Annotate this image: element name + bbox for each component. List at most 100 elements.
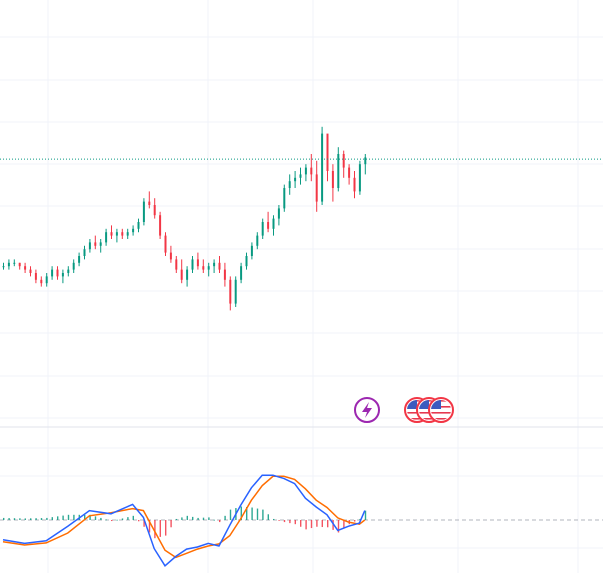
us-flag-icon[interactable]: [428, 397, 454, 423]
candle-body: [272, 218, 275, 229]
candle: [218, 256, 221, 273]
candle-body: [364, 157, 367, 165]
candle-body: [153, 205, 156, 216]
candle: [315, 160, 318, 212]
macd-histogram-bar: [57, 516, 59, 520]
candle-body: [218, 262, 221, 270]
macd-histogram-bar: [273, 518, 275, 520]
macd-histogram-bar: [208, 517, 210, 520]
candle-body: [24, 266, 27, 270]
candle: [94, 235, 97, 250]
macd-histogram-bar: [289, 520, 291, 524]
macd-histogram-bar: [256, 508, 259, 520]
macd-histogram-bar: [132, 515, 134, 520]
macd-histogram-bar: [13, 518, 16, 520]
candle-body: [288, 181, 291, 188]
candle: [272, 215, 275, 236]
macd-histogram-bar: [84, 514, 86, 520]
candle: [56, 266, 59, 280]
macd-histogram-bar: [246, 507, 248, 520]
candle: [196, 252, 199, 270]
candle-body: [105, 232, 108, 243]
candle-body: [191, 259, 194, 270]
candle: [72, 259, 75, 273]
macd-histogram-bar: [40, 518, 43, 520]
candle-body: [56, 269, 59, 277]
candle-body: [72, 262, 75, 270]
candle: [34, 269, 37, 284]
candle-body: [169, 252, 172, 260]
candle: [121, 228, 124, 239]
candle-body: [67, 269, 70, 273]
event-markers[interactable]: [354, 397, 454, 423]
macd-histogram-bar: [175, 518, 178, 520]
candle-body: [29, 269, 32, 273]
candle: [175, 256, 178, 273]
macd-pane[interactable]: [0, 474, 603, 567]
candle-body: [137, 222, 140, 229]
candle-body: [13, 262, 16, 264]
candle-body: [142, 201, 145, 222]
macd-histogram-bar: [316, 520, 318, 527]
macd-histogram-bar: [19, 518, 21, 520]
macd-histogram-bar: [224, 515, 226, 520]
candle-body: [2, 266, 5, 268]
macd-histogram-bar: [197, 517, 199, 520]
lightning-icon[interactable]: [354, 397, 380, 423]
candle: [159, 211, 162, 239]
candle-body: [40, 279, 43, 284]
macd-histogram-bar: [283, 520, 286, 523]
candle: [2, 262, 5, 270]
candle-body: [78, 256, 81, 263]
macd-histogram-bar: [294, 520, 296, 525]
macd-histogram-bar: [100, 517, 102, 520]
macd-histogram-bar: [35, 518, 37, 520]
macd-histogram-bar: [229, 509, 232, 520]
candle: [18, 262, 21, 270]
candle: [353, 171, 356, 199]
macd-histogram-bar: [148, 520, 151, 533]
macd-histogram-bar: [159, 520, 161, 537]
candle: [283, 184, 286, 212]
candle: [105, 228, 108, 246]
candle-body: [299, 174, 302, 178]
macd-histogram-bar: [121, 518, 124, 520]
candle: [148, 191, 151, 209]
candle: [29, 266, 32, 277]
candle-body: [337, 154, 340, 188]
macd-histogram-bar: [364, 510, 367, 520]
candle: [51, 266, 54, 280]
candle-body: [202, 266, 205, 270]
candle-body: [132, 228, 135, 233]
macd-histogram-bar: [337, 520, 340, 533]
macd-histogram-bar: [165, 520, 167, 536]
candle-body: [51, 269, 54, 277]
candle: [364, 154, 367, 175]
macd-histogram-bar: [8, 518, 10, 520]
macd-histogram-bar: [267, 514, 269, 520]
candle-body: [7, 262, 10, 267]
candle: [342, 150, 345, 178]
candle: [348, 164, 351, 185]
candle-body: [164, 235, 167, 253]
candle-body: [326, 133, 329, 171]
macd-histogram-bar: [116, 519, 118, 521]
candle: [110, 225, 113, 239]
macd-line: [2, 474, 366, 567]
candle: [67, 266, 70, 277]
candle: [240, 262, 243, 284]
candle-body: [186, 269, 189, 280]
macd-histogram-bar: [213, 519, 215, 521]
price-pane[interactable]: [0, 126, 603, 311]
candle: [24, 262, 27, 273]
candle: [132, 225, 135, 236]
candle: [99, 239, 102, 253]
candle-body: [353, 177, 356, 192]
macd-histogram-bar: [138, 520, 140, 522]
macd-histogram-bar: [332, 520, 334, 530]
candle-body: [331, 171, 334, 188]
macd-histogram-bar: [62, 515, 64, 520]
candle-body: [256, 235, 259, 246]
